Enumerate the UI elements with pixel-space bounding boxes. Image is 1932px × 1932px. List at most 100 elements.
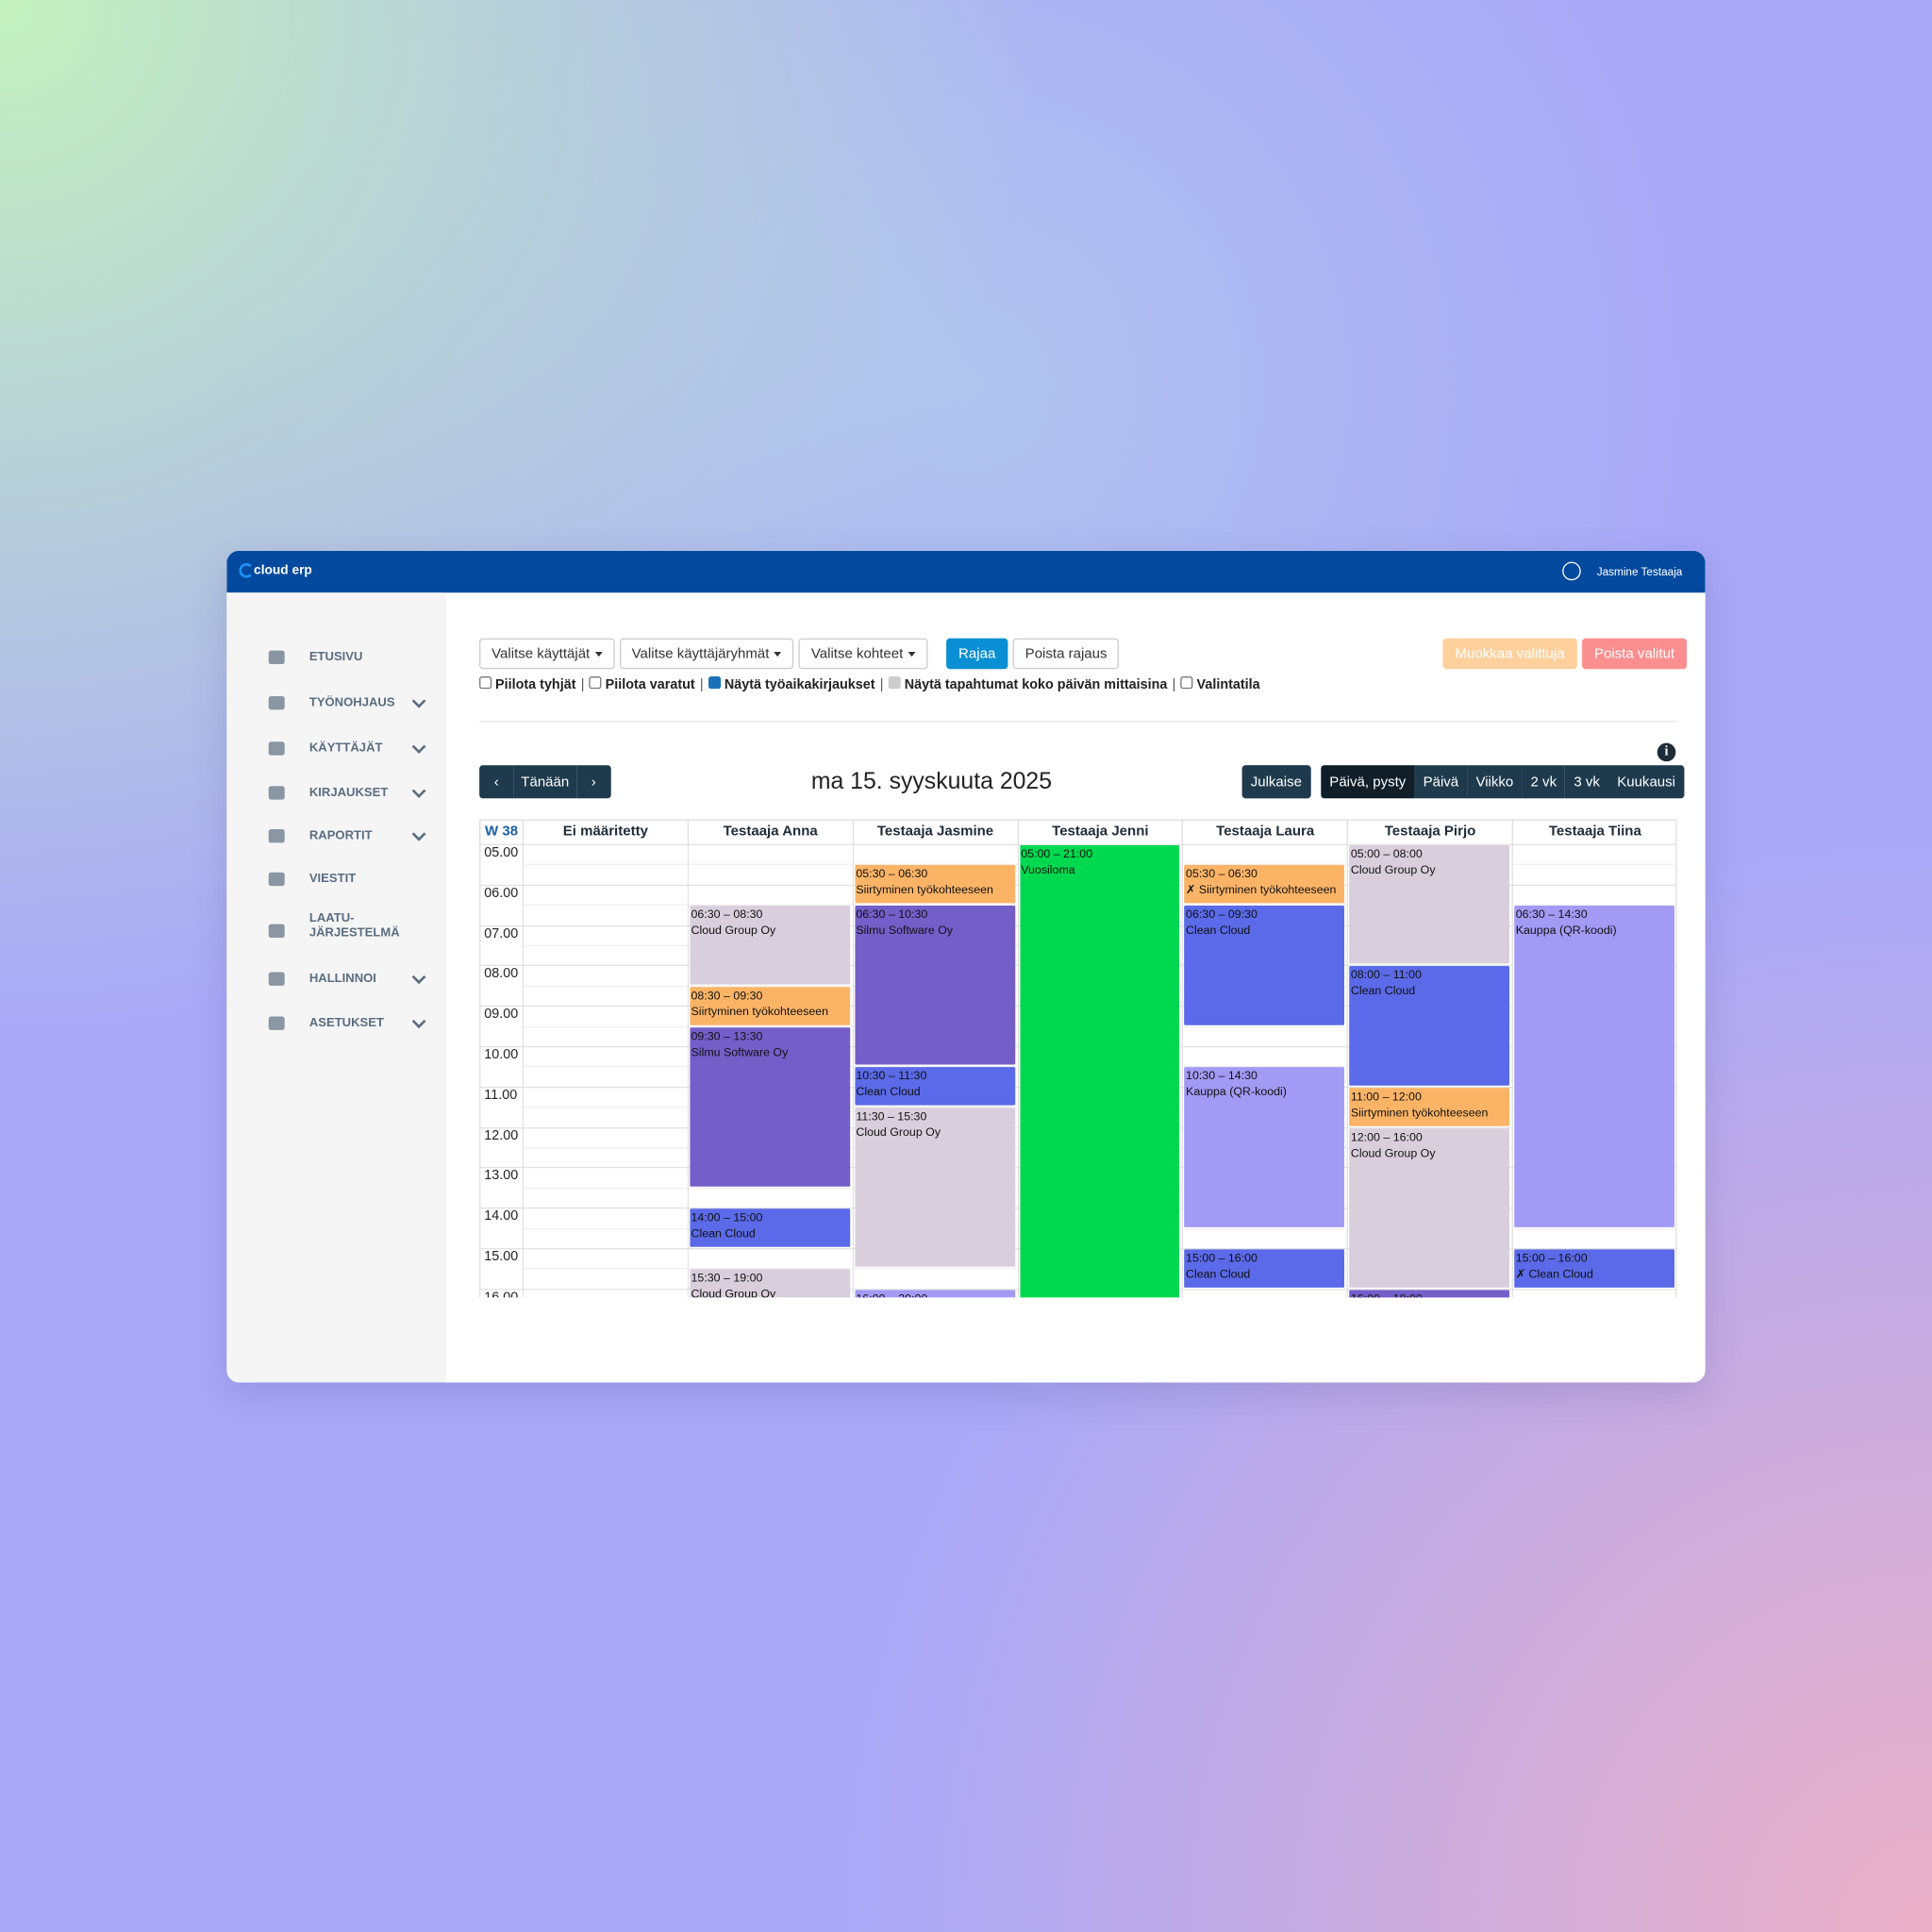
nav-item[interactable]: KÄYTTÄJÄT xyxy=(268,740,441,777)
nav-item[interactable]: TYÖNOHJAUS xyxy=(268,693,441,731)
nav-icon xyxy=(268,829,285,843)
event[interactable]: 11:00 – 12:00 Siirtyminen työkohteeseen xyxy=(1349,1088,1510,1126)
event-label: Cloud Group Oy xyxy=(691,924,776,939)
view-button[interactable]: Päivä xyxy=(1414,765,1468,799)
nav-icon xyxy=(268,872,285,887)
hour-line xyxy=(479,843,1677,845)
date-nav: ‹ Tänään › xyxy=(479,765,611,799)
calendar: W 38 05.00 06.00 07.00 08.00 09.00 10.00 11.00 1… xyxy=(479,819,1677,1298)
column-header: Testaaja Anna xyxy=(687,820,853,844)
event-time: 16:00 – 20:00 xyxy=(856,1291,1013,1297)
prev-button[interactable]: ‹ xyxy=(479,765,514,799)
caret xyxy=(908,651,916,657)
event-time: 12:00 – 16:00 xyxy=(1350,1130,1423,1144)
time-label: 09.00 xyxy=(484,1007,519,1023)
time-label: 05.00 xyxy=(484,844,519,860)
checkbox xyxy=(888,676,901,690)
nav-item[interactable]: ASETUKSET xyxy=(268,1014,441,1052)
dropdown[interactable]: Valitse kohteet xyxy=(798,638,928,670)
view-button[interactable]: Kuukausi xyxy=(1608,765,1685,799)
event[interactable]: 11:30 – 15:30 Cloud Group Oy xyxy=(855,1108,1015,1268)
chevron xyxy=(411,693,426,708)
event-time: 15:00 – 16:00 xyxy=(1186,1252,1257,1266)
chevron xyxy=(411,740,426,754)
nav-icon xyxy=(268,972,285,986)
event[interactable]: 12:00 – 16:00 Cloud Group Oy xyxy=(1349,1127,1510,1288)
event-time: 10:30 – 11:30 xyxy=(856,1070,927,1084)
event-label: Siirtyminen työkohteeseen xyxy=(856,883,993,898)
column-border xyxy=(522,843,525,1298)
event[interactable]: 14:00 – 15:00 Clean Cloud xyxy=(690,1208,850,1247)
today-button[interactable]: Tänään xyxy=(513,765,577,799)
event[interactable]: 15:30 – 19:00 Cloud Group Oy xyxy=(690,1269,850,1298)
user-name[interactable]: Jasmine Testaaja xyxy=(1596,565,1683,578)
delete-button[interactable]: Poista valitut xyxy=(1581,638,1688,670)
event[interactable]: 08:00 – 11:00 Clean Cloud xyxy=(1349,966,1510,1086)
dropdown[interactable]: Valitse käyttäjät xyxy=(479,638,615,670)
chevron xyxy=(411,826,426,841)
event[interactable]: 10:30 – 14:30 Kauppa (QR-koodi) xyxy=(1184,1067,1345,1227)
event[interactable]: 15:00 – 16:00 ✗ Clean Cloud xyxy=(1514,1249,1674,1288)
event[interactable]: 05:30 – 06:30 Siirtyminen työkohteeseen xyxy=(855,865,1015,904)
view-button[interactable]: 3 vk xyxy=(1565,765,1609,799)
event[interactable]: 05:00 – 08:00 Cloud Group Oy xyxy=(1349,844,1510,964)
week-label: W 38 xyxy=(479,820,523,844)
event-label: Kauppa (QR-koodi) xyxy=(1515,924,1617,939)
event[interactable]: 06:30 – 14:30 Kauppa (QR-koodi) xyxy=(1514,906,1674,1227)
event[interactable]: 05:30 – 06:30 ✗ Siirtyminen työkohteeseen xyxy=(1184,865,1345,904)
view-button[interactable]: 2 vk xyxy=(1522,765,1566,799)
event[interactable]: 05:00 – 21:00 Vuosiloma xyxy=(1019,844,1180,1298)
column-border xyxy=(852,843,854,1298)
nav-item[interactable]: HALLINNOI xyxy=(268,970,441,1008)
event-time: 15:30 – 19:00 xyxy=(691,1272,763,1286)
logo xyxy=(239,562,255,578)
event[interactable]: 16:00 – 18:00 xyxy=(1349,1290,1510,1298)
nav-item[interactable]: ETUSIVU xyxy=(268,650,441,686)
clear-button[interactable]: Poista rajaus xyxy=(1012,638,1120,670)
nav-label: TYÖNOHJAUS xyxy=(308,695,395,710)
caret xyxy=(774,651,782,657)
chevron xyxy=(411,1014,426,1029)
event-label: Cloud Group Oy xyxy=(856,1126,941,1141)
info-icon[interactable]: i xyxy=(1657,742,1676,762)
event[interactable]: 06:30 – 09:30 Clean Cloud xyxy=(1184,906,1345,1025)
publish-button[interactable]: Julkaise xyxy=(1241,765,1311,799)
event[interactable]: 06:30 – 08:30 Cloud Group Oy xyxy=(690,906,850,985)
view-button[interactable]: Viikko xyxy=(1467,765,1523,799)
nav-icon xyxy=(268,695,285,710)
nav-icon xyxy=(268,1016,285,1030)
view-button[interactable]: Päivä, pysty xyxy=(1321,765,1415,799)
checkbox[interactable] xyxy=(589,676,602,690)
event[interactable]: 10:30 – 11:30 Clean Cloud xyxy=(855,1067,1015,1106)
event[interactable]: 06:30 – 10:30 Silmu Software Oy xyxy=(855,906,1015,1065)
event-time: 11:00 – 12:00 xyxy=(1350,1090,1422,1105)
time-label: 16.00 xyxy=(484,1290,519,1298)
event[interactable]: 09:30 – 13:30 Silmu Software Oy xyxy=(690,1026,850,1187)
nav-item[interactable]: KIRJAUKSET xyxy=(268,784,441,822)
apply-button[interactable]: Rajaa xyxy=(945,638,1008,670)
nav-icon xyxy=(268,924,285,938)
event-label: Clean Cloud xyxy=(1350,985,1416,999)
event[interactable]: 16:00 – 20:00 xyxy=(855,1290,1015,1298)
brand[interactable]: cloud erp xyxy=(254,562,312,578)
event[interactable]: 08:30 – 09:30 Siirtyminen työkohteeseen xyxy=(690,986,850,1025)
event-time: 09:30 – 13:30 xyxy=(691,1029,763,1043)
edit-button[interactable]: Muokkaa valittuja xyxy=(1442,638,1577,670)
column-border xyxy=(1511,843,1514,1298)
top-bar: cloud erp Jasmine Testaaja xyxy=(226,550,1706,593)
event[interactable]: 15:00 – 16:00 Clean Cloud xyxy=(1184,1249,1345,1288)
next-button[interactable]: › xyxy=(576,765,611,799)
checkbox[interactable] xyxy=(1180,676,1193,690)
checkbox[interactable] xyxy=(479,676,492,690)
nav-item[interactable]: LAATU- JÄRJESTELMÄ xyxy=(268,912,441,952)
nav-item[interactable]: RAPORTIT xyxy=(268,826,441,865)
event-time: 05:00 – 21:00 xyxy=(1021,847,1093,861)
event-time: 16:00 – 18:00 xyxy=(1351,1291,1508,1297)
column-border xyxy=(687,843,689,1298)
dropdown[interactable]: Valitse käyttäjäryhmät xyxy=(619,638,794,670)
nav-item[interactable]: VIESTIT xyxy=(268,872,441,908)
user-icon[interactable] xyxy=(1562,561,1581,581)
checkbox[interactable] xyxy=(708,676,721,690)
date-title: ma 15. syyskuuta 2025 xyxy=(810,769,1053,795)
